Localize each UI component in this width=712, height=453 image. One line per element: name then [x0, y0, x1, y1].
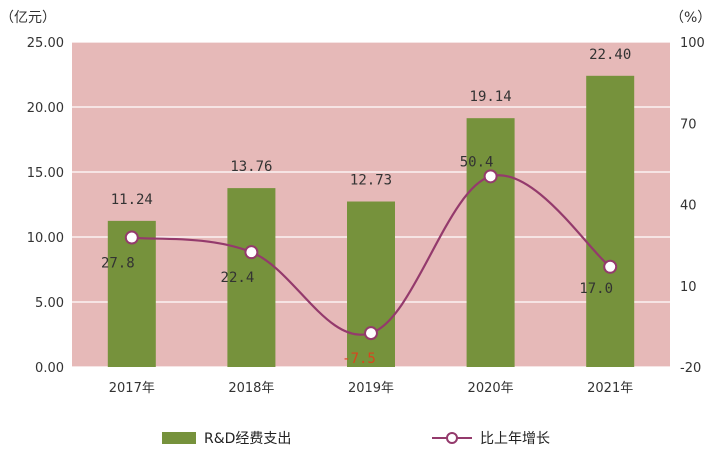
left-axis-ticks: 0.00 5.00 10.00 15.00 20.00 25.00 — [27, 36, 64, 376]
line-point — [124, 230, 139, 245]
growth-line — [131, 174, 611, 336]
right-tick-label: 10 — [680, 280, 697, 295]
left-tick-label: 25.00 — [27, 36, 64, 51]
bar-value-label: 12.73 — [350, 173, 392, 189]
right-axis-unit: （%） — [670, 10, 711, 26]
right-tick-label: -20 — [680, 361, 701, 376]
right-tick-label: 70 — [680, 117, 697, 132]
line-value-label: 27.8 — [101, 256, 135, 272]
bar-value-label: 22.40 — [589, 47, 631, 63]
line-value-label: 22.4 — [221, 270, 255, 286]
bar — [227, 188, 276, 367]
bar — [347, 201, 395, 367]
bar — [107, 220, 156, 367]
x-tick-label: 2020年 — [468, 381, 514, 396]
legend-bar-label: R&D经费支出 — [204, 431, 291, 447]
line-value-label: -7.5 — [342, 351, 376, 367]
x-tick-label: 2021年 — [587, 381, 633, 396]
bar-value-label: 19.14 — [470, 89, 512, 105]
legend-line-label: 比上年增长 — [480, 431, 550, 447]
left-axis-unit: （亿元） — [0, 10, 56, 26]
line-value-label: 17.0 — [579, 281, 613, 297]
left-tick-label: 0.00 — [35, 361, 64, 376]
legend: R&D经费支出 比上年增长 — [162, 431, 550, 447]
line-point — [603, 259, 618, 274]
bar-value-label: 13.76 — [230, 159, 272, 175]
bar — [586, 75, 635, 368]
x-tick-label: 2017年 — [109, 381, 155, 396]
bar-value-label: 11.24 — [111, 192, 153, 208]
x-axis-ticks: 2017年 2018年 2019年 2020年 2021年 — [109, 381, 633, 396]
right-tick-label: 40 — [680, 199, 697, 214]
line-point — [483, 169, 498, 184]
line-point — [364, 326, 378, 341]
legend-line-marker — [446, 432, 458, 444]
bar-series: 11.24 13.76 12.73 19.14 22.40 — [107, 47, 635, 368]
left-tick-label: 15.00 — [27, 166, 64, 181]
growth-line-series: 27.8 22.4 -7.5 50.4 17.0 — [101, 154, 618, 367]
right-axis-ticks: -20 10 40 70 100 — [680, 36, 705, 376]
legend-bar-swatch — [162, 432, 196, 444]
left-tick-label: 5.00 — [35, 296, 64, 311]
left-tick-label: 20.00 — [27, 101, 64, 116]
left-tick-label: 10.00 — [27, 231, 64, 246]
bar — [466, 118, 515, 368]
line-point — [244, 245, 259, 260]
x-tick-label: 2019年 — [348, 381, 394, 396]
line-value-label: 50.4 — [460, 154, 494, 170]
x-tick-label: 2018年 — [228, 381, 274, 396]
right-tick-label: 100 — [680, 36, 705, 51]
